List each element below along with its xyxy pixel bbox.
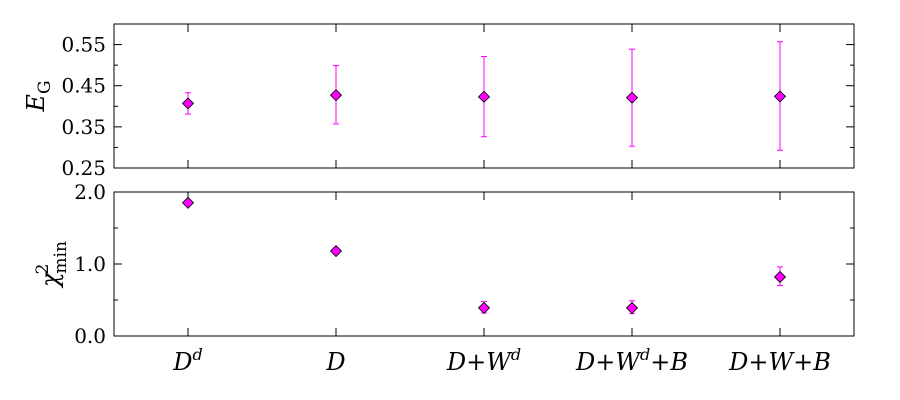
data-point-bottom xyxy=(477,301,491,314)
y-tick-label-bottom: 0.0 xyxy=(74,324,106,348)
y-tick-label-bottom: 1.0 xyxy=(74,252,106,276)
data-point-bottom xyxy=(329,244,343,258)
data-point-top xyxy=(773,90,787,103)
y-tick-label-top: 0.25 xyxy=(61,156,106,180)
y-tick-label-top: 0.35 xyxy=(61,115,106,139)
y-tick-label-top: 0.55 xyxy=(61,33,106,57)
data-point-top xyxy=(181,97,195,110)
data-point-bottom xyxy=(181,196,195,209)
x-category-label: Dd xyxy=(172,345,203,376)
x-category-label: D+W+B xyxy=(728,348,831,376)
y-axis-label-top: EG xyxy=(22,80,55,112)
x-category-label: D+Wd+B xyxy=(575,345,688,376)
data-point-top xyxy=(329,89,343,102)
panel-bottom-chi2: 0.0 1.0 2.0 χ2min xyxy=(33,180,855,348)
data-point-bottom xyxy=(625,301,639,314)
y-tick-label-top: 0.45 xyxy=(61,74,106,98)
data-point-top xyxy=(477,90,491,103)
x-category-label: D xyxy=(325,348,345,376)
axis-frame-bottom xyxy=(113,191,855,337)
y-tick-label-bottom: 2.0 xyxy=(74,180,106,204)
x-category-label: D+Wd xyxy=(446,345,521,376)
x-category-labels: Dd D D+Wd D+Wd+B D+W+B xyxy=(172,345,831,376)
data-point-top xyxy=(625,91,639,104)
data-point-bottom xyxy=(773,270,787,284)
y-axis-label-bottom: χ2min xyxy=(33,241,71,289)
